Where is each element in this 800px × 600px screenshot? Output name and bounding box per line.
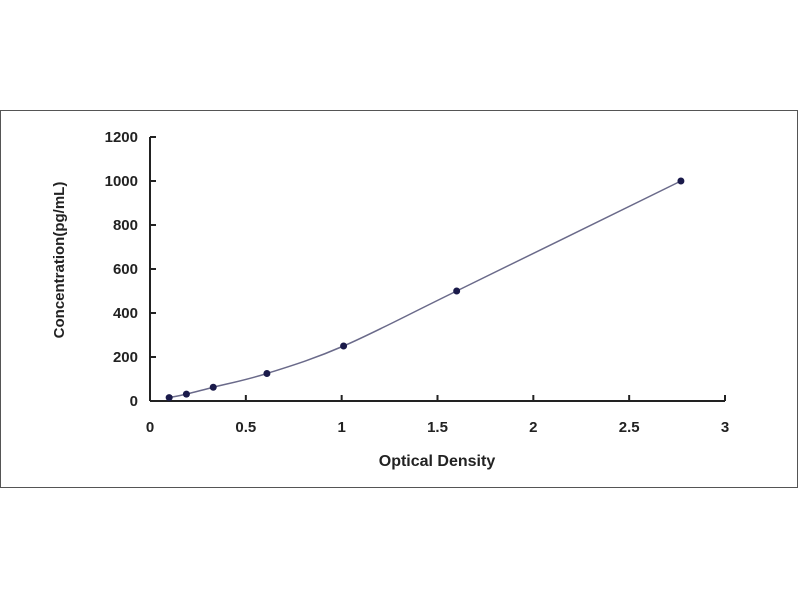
x-tick-label: 1 (337, 419, 345, 436)
y-tick-label: 600 (113, 261, 138, 278)
x-tick-label: 2 (529, 419, 537, 436)
y-tick-label: 1000 (105, 173, 138, 190)
data-point (677, 177, 685, 185)
x-tick-label: 0 (146, 419, 154, 436)
x-tick-label: 1.5 (427, 419, 448, 436)
fit-curve (169, 180, 682, 399)
y-tick-label: 800 (113, 217, 138, 234)
y-axis-label: Concentration(pg/mL) (51, 182, 68, 339)
y-tick-label: 0 (130, 393, 138, 410)
data-point (263, 370, 271, 377)
data-point (453, 287, 461, 295)
data-point (209, 383, 217, 391)
x-axis-label: Optical Density (379, 453, 496, 470)
y-tick-label: 200 (113, 349, 138, 366)
y-tick-label: 400 (113, 305, 138, 322)
x-tick-label: 2.5 (619, 419, 640, 436)
data-point (340, 342, 348, 350)
x-tick-label: 3 (721, 419, 729, 436)
data-point (165, 394, 173, 402)
x-tick-label: 0.5 (235, 419, 256, 436)
data-point (182, 390, 190, 398)
y-tick-label: 1200 (105, 129, 138, 146)
chart-frame (0, 110, 798, 488)
